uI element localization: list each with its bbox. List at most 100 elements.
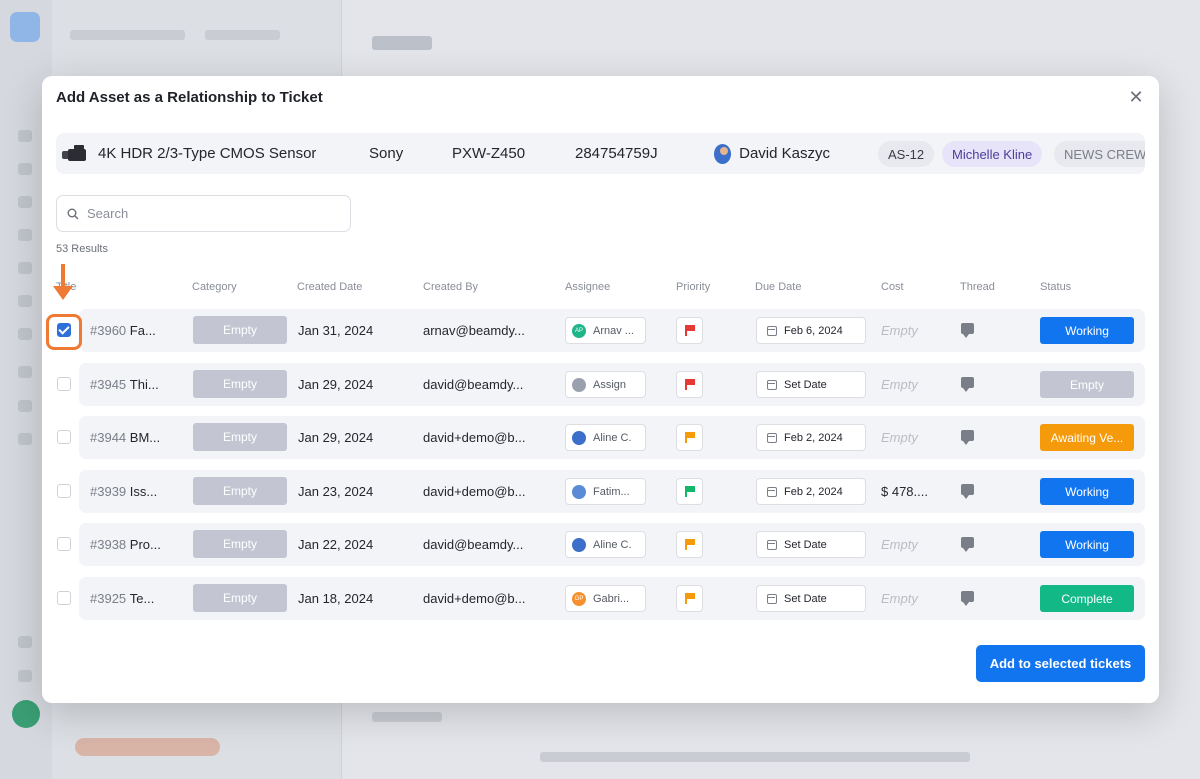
due-date-field[interactable]: Set Date bbox=[756, 371, 866, 398]
priority-field[interactable] bbox=[676, 585, 703, 612]
table-row[interactable]: #3960 Fa... Empty Jan 31, 2024 arnav@bea… bbox=[79, 309, 1145, 352]
row-checkbox[interactable] bbox=[57, 430, 71, 444]
ticket-title[interactable]: #3939 Iss... bbox=[90, 470, 160, 513]
priority-field[interactable] bbox=[676, 317, 703, 344]
assignee-name: Aline C. bbox=[593, 538, 632, 551]
col-thread[interactable]: Thread bbox=[960, 281, 995, 293]
cost-value: Empty bbox=[881, 323, 918, 338]
category-badge[interactable]: Empty bbox=[193, 370, 287, 398]
nav-icon bbox=[18, 366, 32, 378]
col-priority[interactable]: Priority bbox=[676, 281, 711, 293]
table-row[interactable]: #3925 Te... Empty Jan 18, 2024 david+dem… bbox=[79, 577, 1145, 620]
avatar: AP bbox=[572, 323, 586, 338]
row-checkbox[interactable] bbox=[57, 377, 71, 391]
priority-field[interactable] bbox=[676, 424, 703, 451]
assignee-name: Fatim... bbox=[593, 485, 630, 498]
col-created-date[interactable]: Created Date bbox=[297, 281, 363, 293]
due-date-field[interactable]: Set Date bbox=[756, 585, 866, 612]
category-badge[interactable]: Empty bbox=[193, 530, 287, 558]
asset-tag-chip: AS-12 bbox=[878, 141, 935, 167]
thread-icon[interactable] bbox=[961, 484, 974, 499]
assignee-field[interactable]: AP Arnav ... bbox=[565, 317, 646, 344]
created-by: david+demo@b... bbox=[423, 484, 526, 499]
due-date-field[interactable]: Feb 6, 2024 bbox=[756, 317, 866, 344]
category-badge[interactable]: Empty bbox=[193, 316, 287, 344]
thread-icon[interactable] bbox=[961, 591, 974, 606]
thread-icon[interactable] bbox=[961, 430, 974, 445]
thread-icon[interactable] bbox=[961, 537, 974, 552]
nav-icon bbox=[18, 196, 32, 208]
assignee-field[interactable]: Aline C. bbox=[565, 424, 646, 451]
due-date-text: Feb 6, 2024 bbox=[784, 324, 843, 337]
ticket-title[interactable]: #3960 Fa... bbox=[90, 309, 160, 352]
nav-icon bbox=[18, 262, 32, 274]
ticket-title-text: Te... bbox=[129, 591, 155, 606]
status-badge[interactable]: Working bbox=[1040, 317, 1134, 344]
priority-field[interactable] bbox=[676, 478, 703, 505]
status-badge[interactable]: Complete bbox=[1040, 585, 1134, 612]
created-by: david@beamdy... bbox=[423, 537, 524, 552]
ticket-title[interactable]: #3938 Pro... bbox=[90, 523, 160, 566]
ticket-title-text: Pro... bbox=[129, 537, 160, 552]
ticket-title[interactable]: #3944 BM... bbox=[90, 416, 160, 459]
due-date-field[interactable]: Feb 2, 2024 bbox=[756, 478, 866, 505]
table-row[interactable]: #3945 Thi... Empty Jan 29, 2024 david@be… bbox=[79, 363, 1145, 406]
ticket-id: #3945 bbox=[90, 377, 127, 392]
row-checkbox[interactable] bbox=[57, 323, 71, 337]
bg-history-title bbox=[372, 36, 432, 50]
row-checkbox[interactable] bbox=[57, 591, 71, 605]
avatar: GP bbox=[572, 591, 586, 606]
status-badge[interactable]: Empty bbox=[1040, 371, 1134, 398]
cost-value: Empty bbox=[881, 377, 918, 392]
col-cost[interactable]: Cost bbox=[881, 281, 904, 293]
close-icon[interactable]: ✕ bbox=[1128, 86, 1144, 107]
assignee-field[interactable]: Fatim... bbox=[565, 478, 646, 505]
cost-value: Empty bbox=[881, 430, 918, 445]
calendar-icon bbox=[767, 593, 777, 604]
assignee-field[interactable]: Aline C. bbox=[565, 531, 646, 558]
table-row[interactable]: #3944 BM... Empty Jan 29, 2024 david+dem… bbox=[79, 416, 1145, 459]
row-checkbox[interactable] bbox=[57, 537, 71, 551]
nav-icon bbox=[18, 400, 32, 412]
assignee-field[interactable]: GP Gabri... bbox=[565, 585, 646, 612]
col-status[interactable]: Status bbox=[1040, 281, 1072, 293]
priority-field[interactable] bbox=[676, 531, 703, 558]
category-badge[interactable]: Empty bbox=[193, 584, 287, 612]
status-badge[interactable]: Working bbox=[1040, 531, 1134, 558]
table-row[interactable]: #3938 Pro... Empty Jan 22, 2024 david@be… bbox=[79, 523, 1145, 566]
avatar bbox=[572, 430, 586, 445]
flag-icon bbox=[684, 325, 695, 336]
col-assignee[interactable]: Assignee bbox=[565, 281, 611, 293]
add-to-selected-tickets-button[interactable]: Add to selected tickets bbox=[976, 645, 1145, 682]
category-badge[interactable]: Empty bbox=[193, 423, 287, 451]
created-by: david+demo@b... bbox=[423, 430, 526, 445]
camera-icon bbox=[62, 144, 92, 163]
row-checkbox[interactable] bbox=[57, 484, 71, 498]
flag-icon bbox=[684, 379, 695, 390]
asset-group-chip: NEWS CREW bbox=[1054, 141, 1145, 167]
col-due-date[interactable]: Due Date bbox=[755, 281, 802, 293]
ticket-id: #3960 bbox=[90, 323, 127, 338]
search-box[interactable] bbox=[56, 195, 351, 232]
ticket-title[interactable]: #3945 Thi... bbox=[90, 363, 160, 406]
ticket-title-text: Iss... bbox=[129, 484, 158, 499]
priority-field[interactable] bbox=[676, 371, 703, 398]
due-date-field[interactable]: Feb 2, 2024 bbox=[756, 424, 866, 451]
thread-icon[interactable] bbox=[961, 323, 974, 338]
table-row[interactable]: #3939 Iss... Empty Jan 23, 2024 david+de… bbox=[79, 470, 1145, 513]
owner-name: David Kaszyc bbox=[739, 145, 830, 162]
col-created-by[interactable]: Created By bbox=[423, 281, 479, 293]
thread-icon[interactable] bbox=[961, 377, 974, 392]
due-date-field[interactable]: Set Date bbox=[756, 531, 866, 558]
assignee-name: Gabri... bbox=[593, 592, 630, 605]
category-badge[interactable]: Empty bbox=[193, 477, 287, 505]
avatar bbox=[572, 537, 586, 552]
ticket-title-text: Fa... bbox=[129, 323, 156, 338]
assignee-field[interactable]: Assign bbox=[565, 371, 646, 398]
status-badge[interactable]: Awaiting Ve... bbox=[1040, 424, 1134, 451]
status-badge[interactable]: Working bbox=[1040, 478, 1134, 505]
ticket-title[interactable]: #3925 Te... bbox=[90, 577, 160, 620]
created-date: Jan 29, 2024 bbox=[298, 430, 374, 445]
search-input[interactable] bbox=[87, 206, 327, 221]
col-category[interactable]: Category bbox=[192, 281, 237, 293]
